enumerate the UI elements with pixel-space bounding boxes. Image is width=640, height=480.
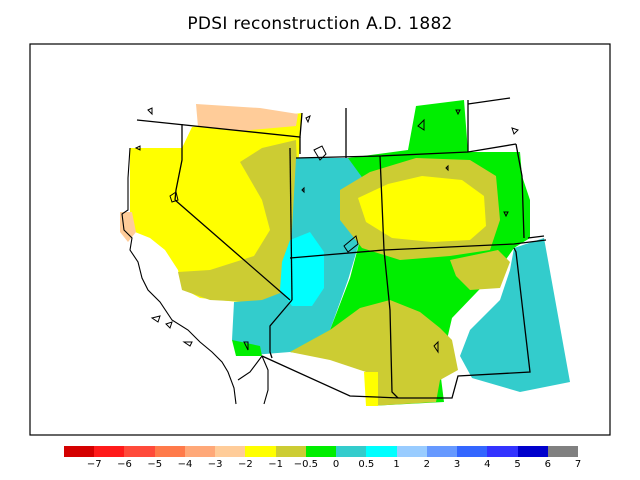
legend-tick-label: 6 [544, 459, 551, 470]
legend-swatch [457, 446, 488, 457]
legend-tick-label: −0.5 [293, 459, 319, 470]
chart-title: PDSI reconstruction A.D. 1882 [187, 14, 453, 34]
coastline [121, 147, 269, 405]
legend-swatch [547, 446, 578, 457]
legend-swatch [426, 446, 458, 457]
legend-swatches [64, 446, 578, 457]
state-borders [136, 97, 547, 399]
legend-tick-label: 7 [574, 459, 582, 470]
legend-tick-label: 1 [393, 459, 400, 470]
region-wet-slight-east [460, 238, 570, 392]
legend-tick-label: −3 [207, 459, 223, 470]
legend-swatch [396, 446, 427, 457]
legend-swatch [305, 446, 337, 457]
region-dry-slight-south [290, 300, 458, 406]
legend-tick-label: −2 [238, 459, 253, 470]
legend-tick-label: 4 [484, 459, 491, 470]
legend-tick-label: −4 [177, 459, 193, 470]
legend-swatch [517, 446, 548, 457]
legend-swatch [336, 446, 367, 457]
legend-swatch [154, 446, 185, 457]
legend-tick-label: −6 [117, 459, 132, 470]
legend-swatch [94, 446, 125, 457]
color-legend: −7 −6 −5 −4 −3 −2 −1 −0.5 0 0.5 1 2 3 4 5 6 7 [64, 446, 582, 476]
region-dry-severe-coast [120, 212, 136, 242]
legend-tick-label: −7 [86, 459, 102, 470]
lakes-and-islands [134, 107, 519, 354]
region-dry-slight-nevada [178, 140, 298, 302]
legend-tick-label: 5 [514, 459, 521, 470]
legend-swatch [275, 446, 306, 457]
region-dry-severe-north [196, 104, 298, 131]
legend-swatch [64, 446, 95, 457]
legend-swatch [245, 446, 276, 457]
legend-tick-label: 0 [332, 459, 340, 470]
legend-tick-label: −5 [147, 459, 163, 470]
region-dry-moderate-south [364, 372, 378, 406]
legend-tick-label: −1 [268, 459, 284, 470]
legend-tick-label: 3 [453, 459, 461, 470]
legend-swatch [366, 446, 397, 457]
legend-swatch [215, 446, 246, 457]
region-dry-moderate-wyoming [358, 176, 486, 242]
legend-swatch [124, 446, 155, 457]
legend-swatch [487, 446, 518, 457]
legend-swatch [184, 446, 216, 457]
legend-tick-label: 2 [423, 459, 430, 470]
legend-tick-label: 0.5 [358, 459, 375, 470]
region-dry-slight-colorado [450, 250, 510, 290]
